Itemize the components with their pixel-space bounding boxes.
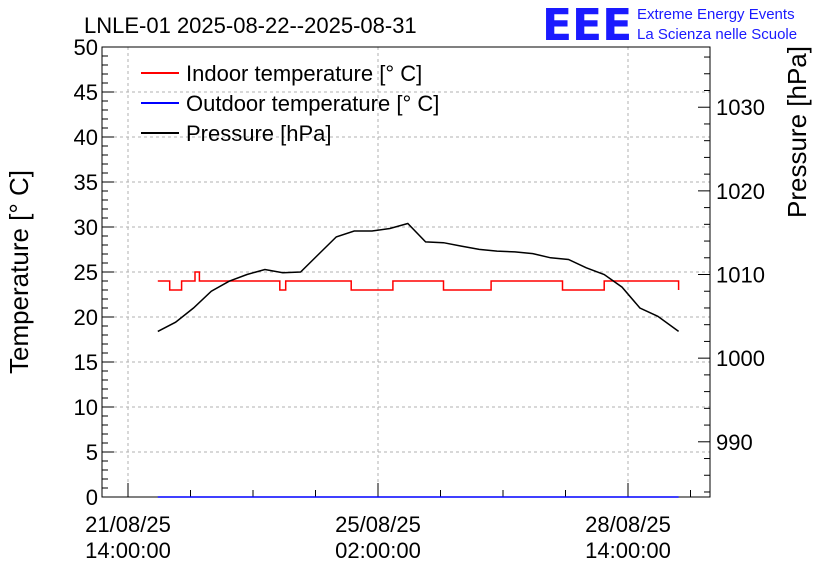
x-tick-date-label: 25/08/25	[335, 512, 421, 537]
y-tick-label: 25	[74, 260, 98, 285]
y2-tick-label: 990	[716, 430, 753, 455]
y2-tick-label: 1000	[716, 346, 765, 371]
legend-pressure-label: Pressure [hPa]	[186, 121, 332, 146]
axis-ticks	[102, 46, 710, 498]
grid-lines	[102, 47, 710, 497]
x-tick-date-label: 21/08/25	[85, 512, 171, 537]
indoor-temperature-line	[157, 271, 680, 291]
y2-tick-label: 1010	[716, 263, 765, 288]
y-tick-label: 10	[74, 395, 98, 420]
y-tick-label: 30	[74, 215, 98, 240]
y-tick-label: 0	[86, 485, 98, 510]
y-tick-label: 45	[74, 80, 98, 105]
legend: Indoor temperature [° C] Outdoor tempera…	[141, 61, 439, 146]
y2-tick-label: 1030	[716, 95, 765, 120]
x-tick-time-label: 14:00:00	[85, 538, 171, 563]
y-tick-label: 5	[86, 440, 98, 465]
y2-axis-title: Pressure [hPa]	[782, 46, 812, 218]
legend-indoor-label: Indoor temperature [° C]	[186, 61, 422, 86]
eee-logo-mark: EEE	[542, 0, 632, 51]
y-tick-label: 35	[74, 170, 98, 195]
x-tick-date-label: 28/08/25	[585, 512, 671, 537]
tick-labels: 0 5 10 15 20 25 30 35 40 45 50 990 1000 1010 1020 1030 2…	[74, 35, 765, 563]
eee-logo-line1: Extreme Energy Events	[637, 6, 795, 23]
x-tick-time-label: 14:00:00	[585, 538, 671, 563]
eee-logo: EEE Extreme Energy Events La Scienza nel…	[542, 0, 797, 51]
y2-tick-label: 1020	[716, 179, 765, 204]
data-series	[157, 222, 680, 498]
y-tick-label: 20	[74, 305, 98, 330]
y-tick-label: 15	[74, 350, 98, 375]
y-tick-label: 50	[74, 35, 98, 60]
pressure-line	[157, 222, 680, 333]
y-tick-label: 40	[74, 125, 98, 150]
eee-logo-line2: La Scienza nelle Scuole	[637, 26, 797, 43]
chart-title: LNLE-01 2025-08-22--2025-08-31	[84, 13, 417, 38]
legend-outdoor-label: Outdoor temperature [° C]	[186, 91, 439, 116]
x-tick-time-label: 02:00:00	[335, 538, 421, 563]
y-axis-title: Temperature [° C]	[4, 170, 34, 374]
